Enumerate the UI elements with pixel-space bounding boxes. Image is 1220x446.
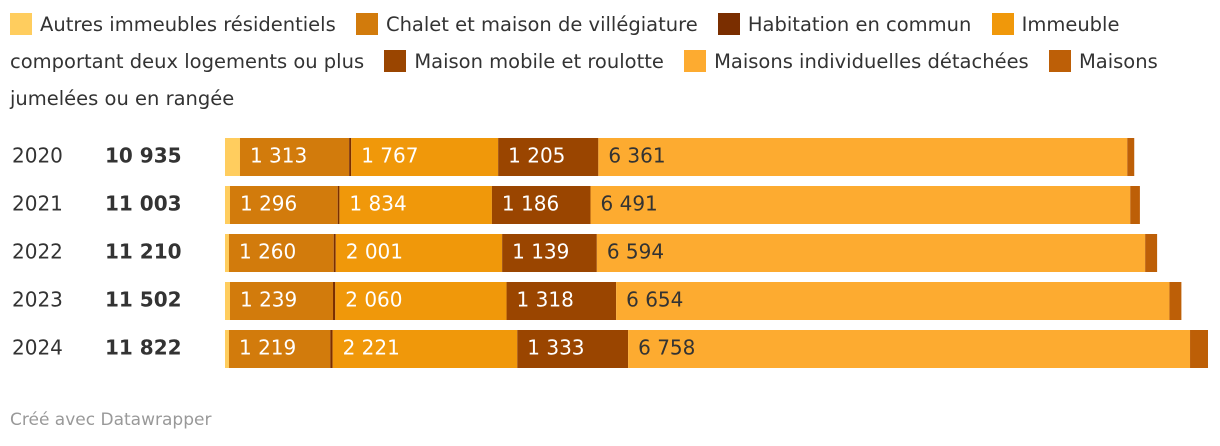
legend-item: Habitation en commun	[717, 13, 972, 36]
bar-segment	[1130, 186, 1140, 224]
bar-segment	[330, 330, 333, 368]
bar-segment	[1190, 330, 1208, 368]
bar-segment	[228, 234, 334, 272]
total-label: 11 210	[105, 240, 182, 264]
value-label: 1 767	[361, 144, 418, 168]
value-label: 1 260	[239, 240, 296, 264]
bar-segment	[590, 186, 1131, 224]
bar-segment	[332, 330, 518, 368]
legend-swatch	[1048, 50, 1071, 72]
legend-label: Chalet et maison de villégiature	[385, 13, 698, 36]
year-label: 2024	[12, 336, 63, 360]
legend: Autres immeubles résidentiels Chalet et …	[10, 6, 1190, 117]
year-label: 2023	[12, 288, 63, 312]
bar-segment	[1127, 138, 1135, 176]
value-label: 2 060	[345, 288, 402, 312]
bar-segment	[498, 138, 599, 176]
legend-label: Maison mobile et roulotte	[414, 50, 664, 73]
bar-segment	[335, 234, 503, 272]
value-label: 1 219	[239, 336, 296, 360]
total-label: 10 935	[105, 144, 182, 168]
value-label: 6 758	[638, 336, 695, 360]
bar-segment	[225, 282, 230, 320]
value-label: 1 139	[512, 240, 569, 264]
legend-item: Maison mobile et roulotte	[384, 50, 664, 73]
value-label: 6 594	[607, 240, 664, 264]
total-label: 11 502	[105, 288, 182, 312]
bar-segment	[628, 330, 1191, 368]
bar-segment	[502, 234, 597, 272]
bar-segment	[337, 186, 340, 224]
value-label: 1 313	[250, 144, 307, 168]
value-label: 6 491	[601, 192, 658, 216]
legend-swatch	[991, 13, 1014, 35]
bar-segment	[517, 330, 629, 368]
footer: Créé avec Datawrapper	[10, 410, 212, 430]
value-label: 1 333	[527, 336, 584, 360]
bar-segment	[228, 330, 331, 368]
total-label: 11 822	[105, 336, 182, 360]
value-label: 1 834	[349, 192, 406, 216]
legend-item: Maisons jumelées ou en rangée	[10, 50, 1158, 110]
year-label: 2022	[12, 240, 63, 264]
bar-segment	[491, 186, 591, 224]
legend-label: Habitation en commun	[747, 13, 972, 36]
legend-item: Immeuble comportant deux logements ou pl…	[10, 13, 1119, 73]
legend-swatch	[355, 13, 378, 35]
legend-swatch	[717, 13, 740, 35]
legend-swatch	[684, 50, 707, 72]
bar-segment	[598, 138, 1128, 176]
bar-segment	[333, 234, 336, 272]
value-label: 2 221	[343, 336, 400, 360]
bar-segment	[229, 186, 338, 224]
legend-label: Maisons individuelles détachées	[714, 50, 1029, 73]
legend-swatch	[384, 50, 407, 72]
bar-segment	[596, 234, 1146, 272]
year-label: 2021	[12, 192, 63, 216]
bar-segment	[229, 282, 334, 320]
bar-segment	[333, 282, 336, 320]
value-label: 1 296	[240, 192, 297, 216]
legend-label: Immeuble comportant deux logements ou pl…	[10, 13, 1120, 73]
bar-segment	[616, 282, 1170, 320]
value-label: 6 654	[626, 288, 683, 312]
value-label: 1 239	[240, 288, 297, 312]
bar-segment	[239, 138, 350, 176]
bar-segment	[225, 138, 240, 176]
bar-segment	[225, 186, 230, 224]
bar-segment	[339, 186, 492, 224]
legend-item: Chalet et maison de villégiature	[355, 13, 698, 36]
total-label: 11 003	[105, 192, 182, 216]
bar-segment	[335, 282, 507, 320]
bar-segment	[349, 138, 352, 176]
legend-item: Autres immeubles résidentiels	[10, 13, 336, 36]
value-label: 2 001	[346, 240, 403, 264]
bar-segment	[225, 330, 229, 368]
value-label: 1 318	[517, 288, 574, 312]
bar-segment	[225, 234, 229, 272]
legend-label: Maisons jumelées ou en rangée	[10, 50, 1158, 110]
legend-label: Autres immeubles résidentiels	[40, 13, 336, 36]
value-label: 1 205	[508, 144, 565, 168]
value-label: 6 361	[608, 144, 665, 168]
value-label: 1 186	[502, 192, 559, 216]
bar-segment	[1169, 282, 1182, 320]
legend-swatch	[10, 13, 32, 35]
year-label: 2020	[12, 144, 63, 168]
bar-segment	[351, 138, 499, 176]
legend-item: Maisons individuelles détachées	[684, 50, 1029, 73]
bar-segment	[1145, 234, 1158, 272]
bar-segment	[506, 282, 617, 320]
